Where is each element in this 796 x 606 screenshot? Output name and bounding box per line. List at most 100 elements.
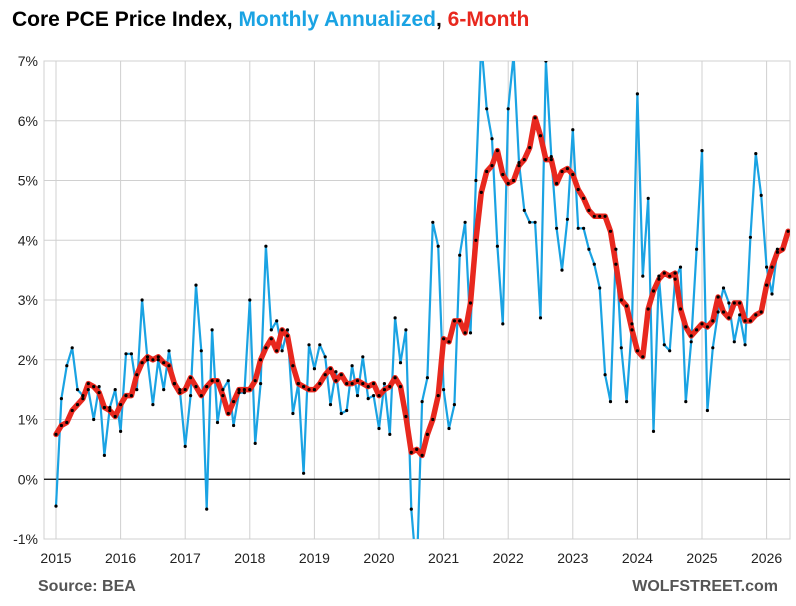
six-month-point bbox=[388, 385, 392, 389]
six-month-point bbox=[565, 167, 570, 171]
six-month-point bbox=[291, 364, 295, 368]
monthly-point bbox=[651, 429, 656, 433]
monthly-point bbox=[668, 349, 672, 353]
six-month-point bbox=[248, 388, 252, 392]
six-month-point bbox=[495, 149, 499, 153]
y-tick-label: 4% bbox=[18, 232, 38, 248]
monthly-point bbox=[603, 373, 607, 377]
six-month-point bbox=[189, 376, 193, 380]
title-separator: , bbox=[435, 8, 442, 31]
six-month-point bbox=[651, 289, 656, 293]
monthly-point bbox=[711, 346, 715, 350]
six-month-point bbox=[598, 214, 602, 218]
six-month-point bbox=[436, 394, 440, 398]
monthly-point bbox=[259, 382, 263, 386]
six-month-point bbox=[608, 229, 613, 233]
monthly-point bbox=[705, 408, 710, 413]
six-month-point bbox=[75, 403, 80, 407]
six-month-point bbox=[194, 385, 198, 389]
monthly-point bbox=[765, 265, 769, 269]
monthly-point bbox=[328, 403, 333, 407]
chart-title: Core PCE Price Index, Monthly Annualized… bbox=[12, 8, 529, 32]
six-month-point bbox=[625, 304, 629, 308]
six-month-point bbox=[285, 334, 290, 338]
six-month-point bbox=[167, 364, 171, 368]
monthly-point bbox=[695, 247, 699, 251]
six-month-point bbox=[684, 325, 688, 329]
monthly-point bbox=[480, 42, 483, 45]
site-credit: WOLFSTREET.com bbox=[632, 578, 778, 595]
monthly-point bbox=[468, 331, 473, 335]
monthly-point bbox=[775, 247, 780, 251]
monthly-point bbox=[361, 355, 365, 359]
x-tick-label: 2022 bbox=[493, 550, 524, 566]
six-month-point bbox=[716, 295, 720, 299]
x-tick-label: 2019 bbox=[299, 550, 330, 566]
title-part1: Core PCE Price Index, bbox=[12, 8, 233, 31]
monthly-point bbox=[625, 400, 629, 404]
six-month-point bbox=[668, 274, 672, 278]
monthly-point bbox=[113, 388, 117, 392]
monthly-point bbox=[135, 388, 139, 392]
monthly-point bbox=[382, 382, 386, 386]
six-month-point bbox=[721, 310, 726, 314]
six-month-point bbox=[129, 394, 133, 398]
monthly-point bbox=[506, 107, 510, 111]
six-month-point bbox=[404, 414, 408, 419]
monthly-point bbox=[533, 220, 537, 224]
six-month-point bbox=[199, 394, 203, 398]
monthly-point bbox=[684, 400, 688, 404]
monthly-point bbox=[474, 178, 478, 183]
six-month-point bbox=[474, 238, 478, 242]
monthly-point bbox=[571, 128, 575, 132]
six-month-point bbox=[452, 319, 456, 323]
x-tick-label: 2020 bbox=[363, 550, 394, 566]
six-month-point bbox=[533, 116, 537, 120]
monthly-point bbox=[727, 301, 731, 305]
monthly-point bbox=[560, 268, 564, 272]
monthly-point bbox=[124, 352, 128, 356]
monthly-point bbox=[140, 298, 144, 302]
monthly-point bbox=[409, 507, 413, 511]
monthly-point bbox=[738, 313, 742, 317]
monthly-point bbox=[145, 358, 150, 362]
monthly-point bbox=[398, 361, 403, 365]
six-month-point bbox=[485, 169, 489, 174]
six-month-point bbox=[81, 397, 85, 401]
y-tick-label: 5% bbox=[18, 173, 38, 189]
six-month-point bbox=[463, 331, 467, 335]
six-month-point bbox=[237, 388, 241, 392]
monthly-point bbox=[748, 235, 753, 239]
six-month-point bbox=[296, 382, 300, 386]
monthly-point bbox=[275, 319, 279, 323]
six-month-point bbox=[312, 388, 316, 392]
monthly-point bbox=[431, 220, 435, 224]
x-tick-label: 2023 bbox=[557, 550, 588, 566]
six-month-point bbox=[646, 307, 650, 311]
monthly-point bbox=[54, 504, 58, 508]
monthly-point bbox=[415, 573, 418, 576]
six-month-point bbox=[280, 328, 284, 332]
six-month-point bbox=[673, 271, 677, 275]
six-month-point bbox=[528, 146, 532, 150]
monthly-point bbox=[75, 388, 80, 392]
six-month-point bbox=[377, 394, 381, 398]
monthly-point bbox=[178, 388, 182, 392]
monthly-point bbox=[678, 265, 683, 269]
six-month-point bbox=[425, 432, 429, 436]
six-month-point bbox=[748, 319, 753, 323]
monthly-point bbox=[657, 274, 661, 278]
title-six-month: 6-Month bbox=[447, 8, 530, 31]
six-month-point bbox=[506, 181, 510, 186]
six-month-point bbox=[242, 388, 246, 392]
monthly-point bbox=[377, 426, 381, 431]
monthly-point bbox=[312, 367, 316, 371]
six-month-point bbox=[178, 391, 182, 395]
monthly-point bbox=[194, 283, 198, 287]
six-month-point bbox=[65, 420, 69, 425]
monthly-point bbox=[619, 346, 623, 350]
six-month-point bbox=[700, 322, 704, 326]
monthly-point bbox=[463, 220, 467, 224]
monthly-point bbox=[425, 376, 429, 380]
six-month-point bbox=[323, 373, 327, 377]
